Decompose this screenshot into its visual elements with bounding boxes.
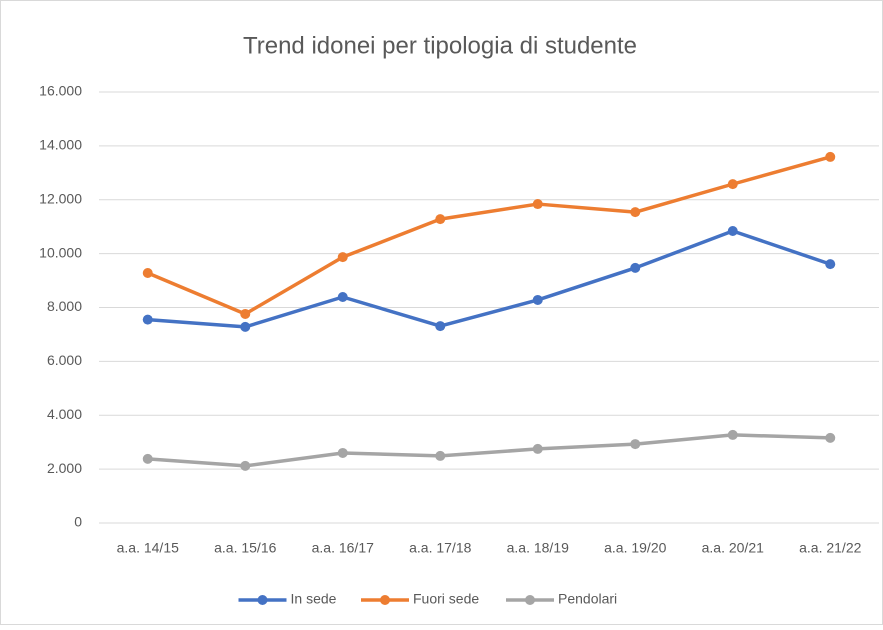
- x-tick-label: a.a. 16/17: [312, 540, 374, 556]
- data-point: [630, 439, 641, 450]
- series-line: [147, 155, 831, 316]
- legend-marker: [257, 595, 268, 605]
- x-tick-label: a.a. 18/19: [507, 540, 569, 556]
- data-point: [337, 447, 348, 458]
- y-tick-label: 4.000: [47, 406, 82, 422]
- y-tick-label: 0: [74, 514, 82, 530]
- chart-title: Trend idonei per tipologia di studente: [243, 32, 637, 59]
- data-point: [532, 294, 543, 305]
- data-point: [337, 291, 348, 302]
- data-point: [727, 429, 738, 440]
- legend-label: In sede: [291, 591, 337, 607]
- x-tick-label: a.a. 21/22: [799, 540, 861, 556]
- x-tick-label: a.a. 20/21: [702, 540, 764, 556]
- data-point: [630, 207, 641, 218]
- data-point: [337, 252, 348, 263]
- data-point: [240, 308, 251, 319]
- data-point: [825, 151, 836, 162]
- x-tick-label: a.a. 14/15: [117, 540, 179, 556]
- y-tick-label: 16.000: [39, 83, 82, 99]
- data-point: [727, 225, 738, 236]
- y-tick-label: 2.000: [47, 460, 82, 476]
- data-point: [532, 443, 543, 454]
- legend-marker: [525, 595, 535, 605]
- data-point: [240, 460, 251, 471]
- data-point: [142, 314, 153, 325]
- y-tick-label: 8.000: [47, 298, 82, 314]
- data-point: [435, 214, 446, 225]
- y-tick-label: 14.000: [39, 137, 82, 153]
- y-tick-label: 6.000: [47, 352, 82, 368]
- x-tick-label: a.a. 17/18: [409, 540, 471, 556]
- data-point: [727, 179, 738, 190]
- data-point: [825, 432, 836, 443]
- data-point: [630, 262, 641, 273]
- y-tick-label: 12.000: [39, 190, 82, 206]
- data-point: [142, 268, 153, 279]
- data-point: [435, 321, 446, 332]
- data-point: [435, 450, 446, 461]
- x-tick-label: a.a. 15/16: [214, 540, 276, 556]
- legend-marker: [380, 595, 390, 605]
- legend-label: Pendolari: [558, 591, 617, 607]
- y-tick-label: 10.000: [39, 244, 82, 260]
- data-point: [240, 321, 251, 332]
- legend-label: Fuori sede: [413, 591, 479, 607]
- data-point: [532, 199, 543, 210]
- series-line: [147, 229, 831, 329]
- x-tick-label: a.a. 19/20: [604, 540, 666, 556]
- data-point: [825, 259, 836, 270]
- series-line: [147, 433, 831, 468]
- data-point: [142, 453, 153, 464]
